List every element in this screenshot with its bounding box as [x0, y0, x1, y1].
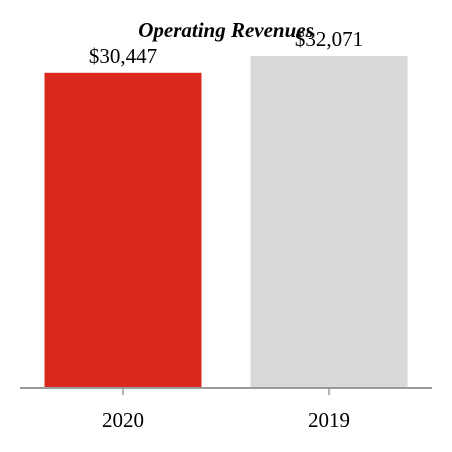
- labels-layer: $30,447 2020 $32,071 2019: [89, 27, 363, 432]
- bars-layer: [44, 55, 408, 388]
- x-tick-label-2019: 2019: [308, 408, 350, 432]
- data-label-2020: $30,447: [89, 44, 157, 68]
- chart-title: Operating Revenues: [138, 18, 314, 42]
- bar-2019: [250, 55, 408, 388]
- bar-2020: [44, 72, 202, 388]
- data-label-2019: $32,071: [295, 27, 363, 51]
- ticks-layer: [122, 388, 330, 395]
- x-tick-label-2020: 2020: [102, 408, 144, 432]
